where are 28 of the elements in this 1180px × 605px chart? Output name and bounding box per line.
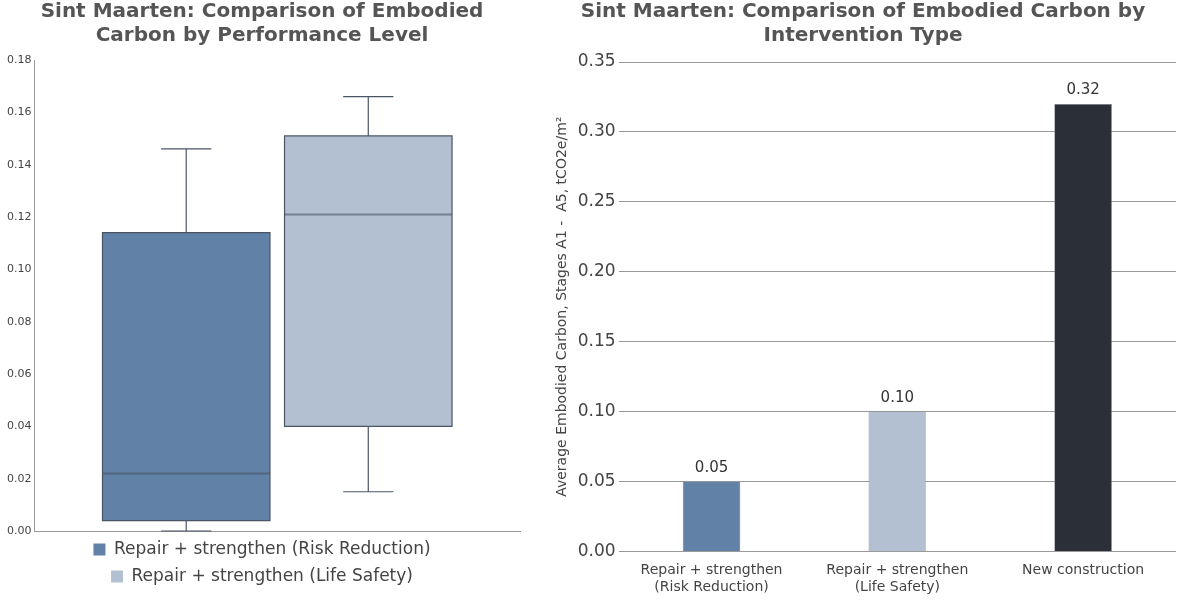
- chart-title: Sint Maarten: Comparison of Embodied Carbon by Intervention Type: [580, 0, 1146, 47]
- y-tick-label: 0.10: [577, 399, 616, 420]
- data-label: 0.10: [880, 387, 915, 406]
- y-tick-label: 0.10: [6, 262, 32, 276]
- y-tick-label: 0.06: [6, 366, 32, 380]
- y-axis-title: Average Embodied Carbon, Stages A1 - A5, tCO2e/m²: [553, 116, 570, 497]
- y-tick-label: 0.16: [6, 105, 32, 119]
- y-tick-label: 0.20: [577, 260, 616, 281]
- y-tick-label: 0.15: [577, 330, 616, 351]
- legend-label: Repair + strengthen (Risk Reduction): [113, 537, 431, 558]
- x-tick-label: New construction: [1022, 561, 1145, 578]
- y-tick-label: 0.30: [577, 120, 616, 141]
- x-tick-label: Repair + strengthen (Risk Reduction): [640, 561, 783, 595]
- y-tick-label: 0.04: [6, 419, 32, 433]
- y-tick-label: 0.00: [577, 539, 616, 560]
- x-tick-label: Repair + strengthen (Life Safety): [826, 561, 969, 595]
- y-tick-label: 0.18: [6, 52, 32, 66]
- y-tick-label: 0.05: [577, 469, 616, 490]
- data-label: 0.05: [694, 457, 729, 476]
- y-tick-label: 0.02: [6, 471, 32, 485]
- y-tick-label: 0.35: [577, 50, 616, 71]
- y-tick-label: 0.12: [6, 209, 32, 223]
- y-tick-label: 0.08: [6, 314, 32, 328]
- data-label: 0.32: [1066, 80, 1100, 99]
- y-tick-label: 0.25: [577, 190, 616, 211]
- y-tick-label: 0.14: [6, 157, 32, 171]
- chart-title: Sint Maarten: Comparison of Embodied Carbon by Performance Level: [40, 0, 484, 47]
- y-tick-label: 0.00: [6, 523, 32, 537]
